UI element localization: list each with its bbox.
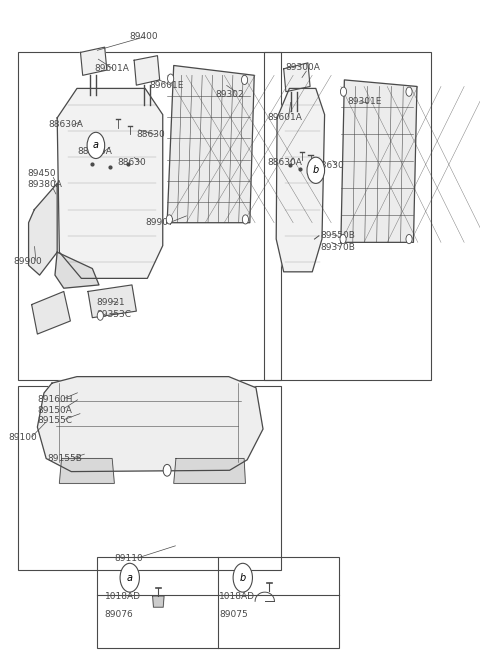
Text: 1018AD: 1018AD: [105, 591, 141, 601]
Text: 89075: 89075: [219, 610, 248, 619]
Bar: [18, 386, 281, 570]
Circle shape: [168, 74, 174, 83]
Circle shape: [87, 132, 105, 159]
Polygon shape: [32, 291, 71, 334]
Text: 89150A: 89150A: [37, 405, 72, 415]
Text: 89601A: 89601A: [95, 64, 130, 73]
Circle shape: [120, 563, 139, 592]
Text: 89370B: 89370B: [320, 243, 355, 252]
Text: 88630A: 88630A: [48, 120, 83, 129]
Circle shape: [406, 87, 412, 96]
Text: 89601A: 89601A: [267, 113, 302, 122]
Text: 89450: 89450: [27, 169, 56, 178]
Text: 88630: 88630: [118, 158, 146, 167]
Polygon shape: [60, 458, 114, 483]
Circle shape: [340, 87, 347, 96]
Bar: [264, 52, 431, 380]
Text: 89900: 89900: [13, 257, 42, 267]
Bar: [97, 557, 339, 648]
Text: 89301E: 89301E: [348, 97, 382, 106]
Circle shape: [242, 215, 249, 224]
Text: a: a: [93, 140, 99, 151]
Polygon shape: [57, 88, 163, 278]
Circle shape: [163, 464, 171, 476]
Text: 89353C: 89353C: [97, 310, 132, 319]
Text: 89302: 89302: [216, 90, 244, 100]
Circle shape: [166, 215, 172, 224]
Text: 89100: 89100: [8, 433, 36, 442]
Text: b: b: [312, 165, 319, 176]
Text: 89076: 89076: [105, 610, 133, 619]
Text: 88630A: 88630A: [77, 147, 112, 157]
Polygon shape: [153, 596, 164, 607]
Text: 89300A: 89300A: [285, 63, 320, 72]
Bar: [18, 52, 281, 380]
Polygon shape: [55, 252, 99, 288]
Text: 89921: 89921: [97, 298, 125, 307]
Text: 89907: 89907: [145, 218, 174, 227]
Polygon shape: [29, 183, 57, 275]
Text: 89601E: 89601E: [150, 81, 184, 90]
Text: 88630A: 88630A: [267, 158, 302, 167]
Text: 89160H: 89160H: [37, 395, 73, 404]
Text: 88630: 88630: [316, 160, 345, 170]
Text: 89400: 89400: [130, 31, 158, 41]
Polygon shape: [284, 63, 310, 92]
Text: 89110: 89110: [114, 553, 143, 563]
Polygon shape: [174, 458, 245, 483]
Text: 88630: 88630: [136, 130, 165, 139]
Text: a: a: [127, 572, 133, 583]
Circle shape: [340, 234, 346, 244]
Text: b: b: [240, 572, 246, 583]
Circle shape: [97, 311, 103, 320]
Text: 1018AD: 1018AD: [219, 591, 255, 601]
Polygon shape: [341, 80, 417, 242]
Polygon shape: [134, 56, 160, 85]
Polygon shape: [276, 88, 324, 272]
Circle shape: [241, 75, 248, 84]
Text: 89155B: 89155B: [48, 454, 83, 463]
Polygon shape: [88, 285, 136, 318]
Circle shape: [233, 563, 252, 592]
Text: 89155C: 89155C: [37, 416, 72, 425]
Polygon shape: [81, 47, 107, 75]
Text: 89550B: 89550B: [320, 231, 355, 240]
Circle shape: [406, 234, 412, 244]
Text: 89380A: 89380A: [27, 180, 62, 189]
Polygon shape: [37, 377, 263, 472]
Circle shape: [307, 157, 324, 183]
Polygon shape: [167, 66, 254, 223]
